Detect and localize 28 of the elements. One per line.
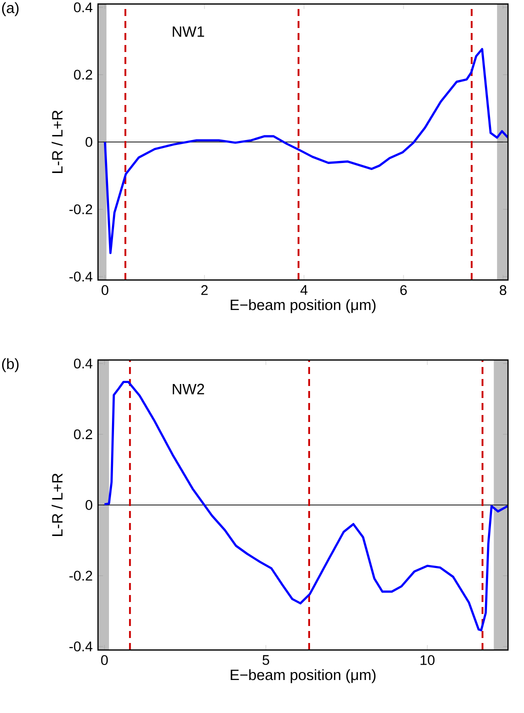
text: NW2 xyxy=(172,384,204,394)
y-tick-label: -0.2 xyxy=(69,204,92,214)
y-tick-label: 0.2 xyxy=(74,429,92,440)
y-tick-label: 0 xyxy=(86,500,92,510)
y-tick-label: 0.4 xyxy=(74,2,92,12)
y-axis-title: L-R / L+R xyxy=(52,110,63,173)
line-series xyxy=(103,380,508,632)
x-tick-label: 8 xyxy=(500,285,506,296)
x-tick-label: 6 xyxy=(400,285,407,296)
text: NW1 xyxy=(172,26,204,37)
x-tick-label: 0 xyxy=(101,655,108,666)
x-tick-label: 2 xyxy=(201,285,208,295)
x-tick-label: 0 xyxy=(102,285,108,296)
text: (b) xyxy=(2,358,19,372)
y-axis-title: L-R / L+R xyxy=(52,474,63,536)
x-axis-title: E−beam position (μm) xyxy=(230,669,376,684)
x-axis-title: E−beam position (μm) xyxy=(230,299,376,314)
x-tick-label: 4 xyxy=(300,285,308,295)
line-series xyxy=(104,48,508,254)
text: (a) xyxy=(2,2,19,16)
y-tick-label: -0.2 xyxy=(69,570,92,581)
y-tick-label: 0 xyxy=(86,137,92,147)
y-tick-label: 0.4 xyxy=(74,358,92,368)
y-tick-label: -0.4 xyxy=(69,272,92,282)
y-tick-label: 0.2 xyxy=(74,70,92,80)
x-tick-label: 10 xyxy=(420,655,435,666)
y-tick-label: -0.4 xyxy=(69,642,92,652)
x-tick-label: 5 xyxy=(262,655,270,665)
